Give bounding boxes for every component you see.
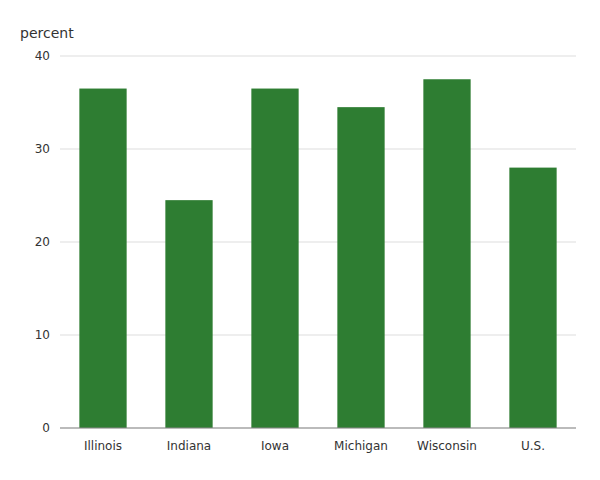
- bar: [337, 107, 384, 428]
- y-tick-label: 20: [35, 235, 50, 249]
- x-tick-label: U.S.: [521, 439, 545, 453]
- grid-line: [60, 428, 576, 429]
- x-tick-label: Wisconsin: [417, 439, 477, 453]
- x-tick-label: Michigan: [334, 439, 388, 453]
- x-tick-label: Indiana: [167, 439, 211, 453]
- x-axis-line: [60, 428, 576, 429]
- grid: [60, 56, 576, 428]
- bar: [165, 200, 212, 428]
- x-tick-label: Illinois: [84, 439, 122, 453]
- grid-line: [60, 335, 576, 336]
- chart: percent 0 10 20 30 40 Illinois Indiana Iowa Michi…: [0, 0, 600, 480]
- bar: [509, 168, 556, 428]
- bar: [251, 89, 298, 428]
- chart-root: percent 0 10 20 30 40 Illinois Indiana Iowa Michi…: [0, 0, 600, 480]
- y-tick-label: 40: [35, 49, 50, 63]
- grid-line: [60, 149, 576, 150]
- bars: [79, 79, 556, 428]
- y-tick-label: 30: [35, 142, 50, 156]
- grid-line: [60, 242, 576, 243]
- y-axis-label: percent: [20, 25, 74, 41]
- y-tick-label: 10: [35, 328, 50, 342]
- grid-line: [60, 56, 576, 57]
- y-tick-label: 0: [42, 421, 50, 435]
- bar: [79, 89, 126, 428]
- bar: [423, 79, 470, 428]
- x-tick-label: Iowa: [261, 439, 289, 453]
